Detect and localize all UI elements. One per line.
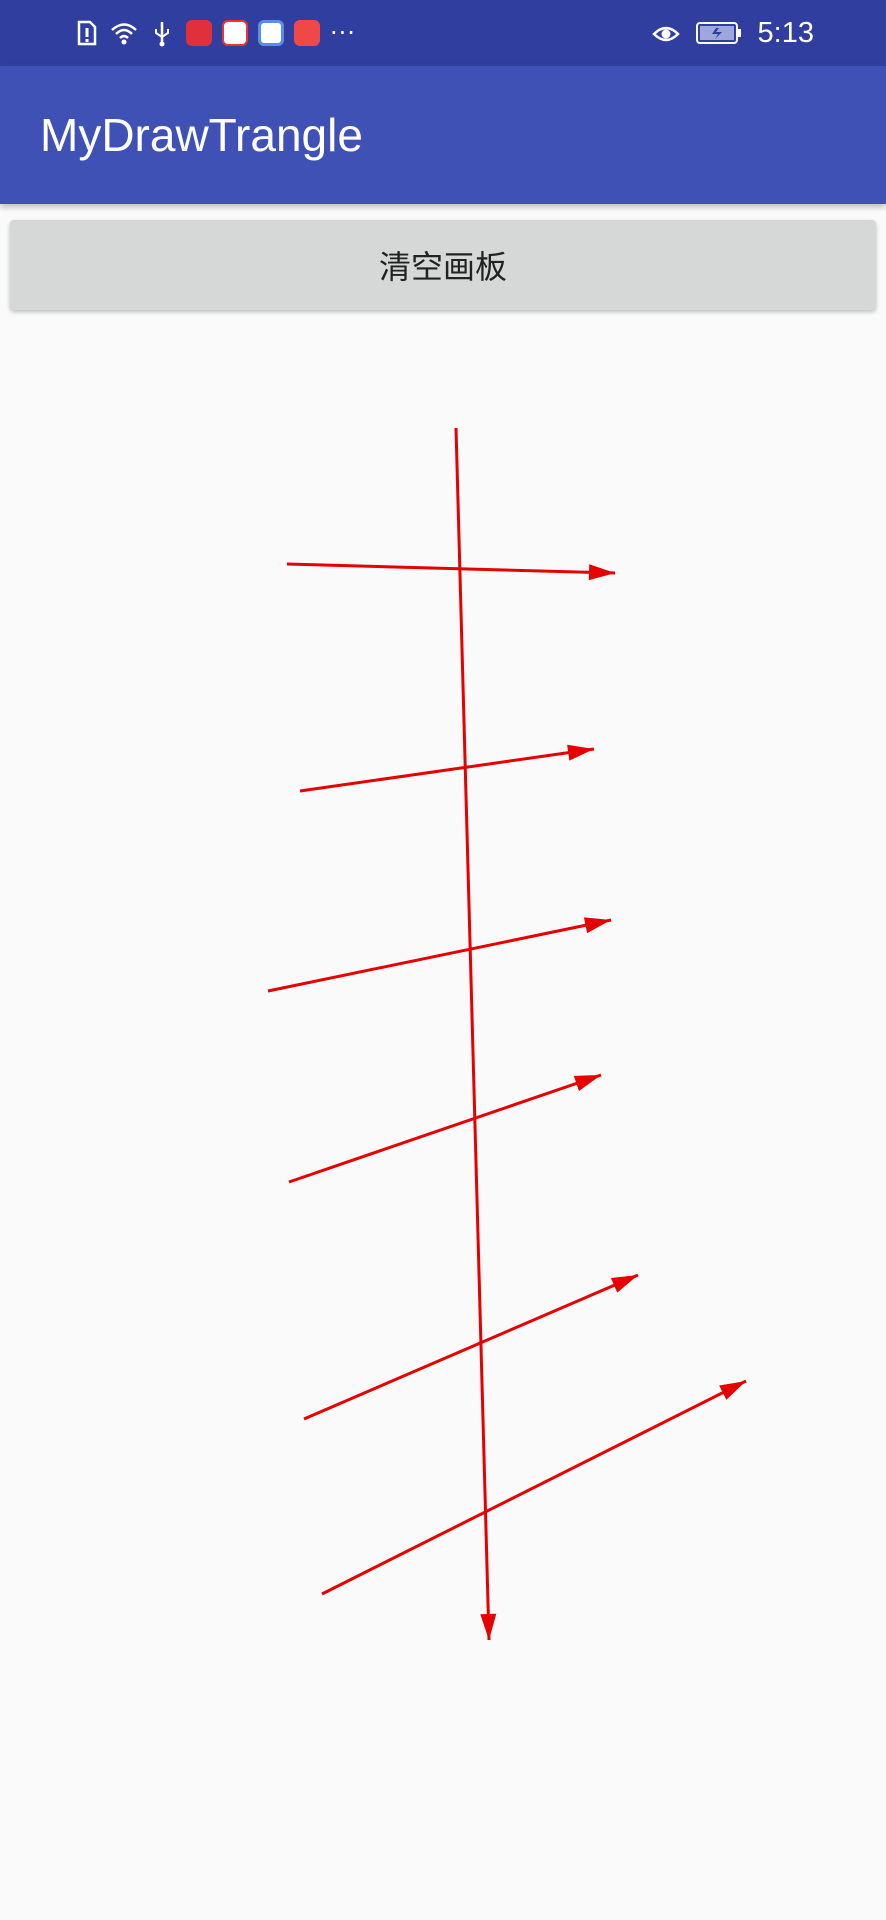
arrow-line-1 <box>454 427 491 1641</box>
drawing-canvas[interactable] <box>0 320 886 1920</box>
arrow-head-2 <box>588 564 615 581</box>
arrow-line-5 <box>288 1073 602 1184</box>
arrows-group <box>267 427 747 1641</box>
huawei-store-icon <box>294 20 320 46</box>
map-app-icon <box>222 20 248 46</box>
arrow-line-4 <box>267 918 612 993</box>
status-time: 5:13 <box>757 16 814 49</box>
arrow-line-7 <box>321 1379 747 1596</box>
music-app-icon <box>258 20 284 46</box>
status-bar: ··· 5:13 <box>0 0 886 66</box>
more-dots-icon: ··· <box>330 19 356 47</box>
arrow-line-3 <box>299 747 595 793</box>
book-app-icon <box>186 20 212 46</box>
clear-canvas-button[interactable]: 清空画板 <box>10 220 876 310</box>
arrow-head-6 <box>610 1275 638 1293</box>
eye-comfort-icon <box>651 26 680 42</box>
wifi-icon <box>111 23 137 45</box>
clear-canvas-label: 清空画板 <box>378 248 507 286</box>
sim-alert-icon <box>77 20 97 46</box>
app-title: MyDrawTrangle <box>40 109 363 161</box>
arrow-line-6 <box>303 1273 639 1421</box>
battery-icon <box>695 22 741 44</box>
usb-icon <box>155 22 169 47</box>
arrow-head-7 <box>719 1381 746 1400</box>
arrow-line-2 <box>286 562 616 575</box>
arrow-head-3 <box>567 744 594 761</box>
status-bar-right: 5:13 <box>651 0 814 66</box>
app-bar: MyDrawTrangle <box>0 66 886 204</box>
status-bar-left: ··· <box>72 0 356 66</box>
arrow-head-5 <box>573 1075 601 1092</box>
arrow-head-4 <box>583 917 611 934</box>
arrow-head-1 <box>480 1613 497 1640</box>
